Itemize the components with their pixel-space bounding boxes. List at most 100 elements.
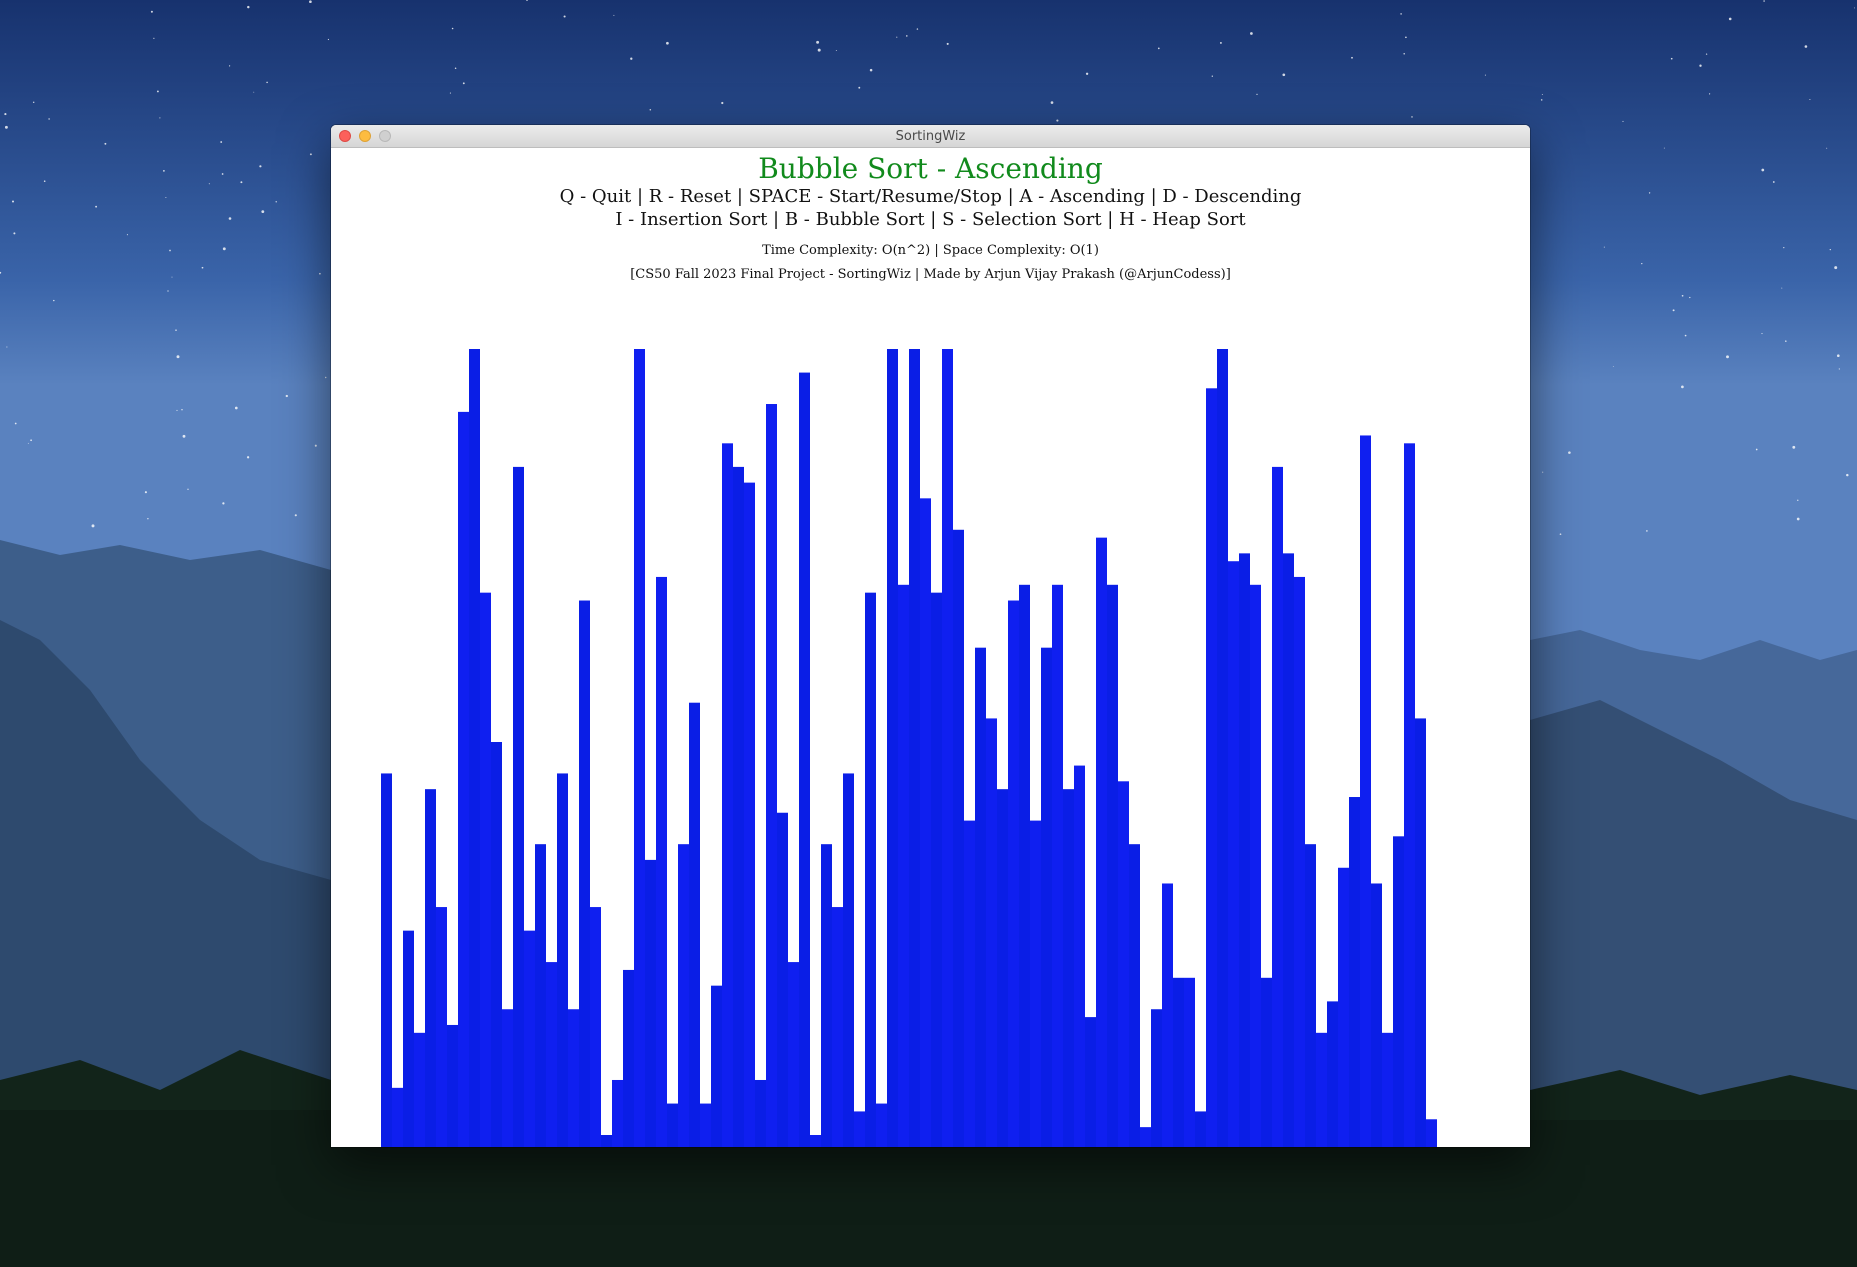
sorting-canvas[interactable]: Bubble Sort - Ascending Q - Quit | R - R… [331, 148, 1530, 1147]
array-bar [865, 592, 876, 1147]
star [208, 183, 210, 185]
array-bar [1360, 435, 1371, 1147]
array-bar [810, 1135, 821, 1147]
star [1826, 147, 1828, 149]
star [246, 456, 250, 459]
star [1540, 99, 1543, 101]
star [229, 65, 231, 67]
star [1709, 93, 1711, 95]
zoom-window-button[interactable] [379, 130, 391, 142]
array-bar [1096, 537, 1107, 1147]
star [126, 234, 128, 236]
star [220, 141, 223, 143]
star [1699, 64, 1702, 67]
array-bar [1382, 1032, 1393, 1147]
star [201, 266, 204, 269]
array-bar [1250, 584, 1261, 1147]
array-bar [403, 930, 414, 1147]
star [1761, 168, 1765, 172]
array-bar [557, 773, 568, 1147]
array-bar [1283, 553, 1294, 1147]
array-bar [1041, 647, 1052, 1147]
array-bar [546, 962, 557, 1147]
array-bar [1415, 718, 1426, 1147]
star [156, 90, 159, 93]
star [1781, 287, 1783, 289]
array-bar [1140, 1127, 1151, 1147]
star [869, 68, 873, 72]
star [1829, 248, 1831, 251]
array-bar [1294, 576, 1305, 1147]
array-bar [722, 443, 733, 1147]
array-bar [1327, 1001, 1338, 1147]
array-bar [711, 985, 722, 1147]
star [266, 81, 268, 84]
star [462, 82, 465, 85]
star [153, 37, 155, 39]
star [1400, 13, 1402, 15]
star [309, 153, 312, 156]
controls-help-line-2: I - Insertion Sort | B - Bubble Sort | S… [615, 209, 1246, 230]
array-bar [843, 773, 854, 1147]
star [721, 101, 724, 105]
array-bar [601, 1135, 612, 1147]
star [1484, 74, 1486, 76]
star [261, 210, 265, 214]
star [13, 232, 16, 235]
star [1351, 56, 1353, 59]
star [294, 514, 297, 517]
star [222, 247, 226, 251]
credit-line: [CS50 Fall 2023 Final Project - SortingW… [630, 267, 1231, 282]
star [14, 422, 17, 425]
star [1728, 17, 1732, 21]
star [896, 36, 898, 38]
array-bar [964, 820, 975, 1147]
array-bar [1261, 977, 1272, 1147]
array-bar [1030, 820, 1041, 1147]
app-window: SortingWiz Bubble Sort - Ascending Q - Q… [331, 125, 1530, 1147]
star [327, 38, 329, 41]
array-bar [1074, 765, 1085, 1147]
array-bar [755, 1079, 766, 1147]
star [6, 346, 8, 348]
star [1804, 45, 1808, 48]
star [11, 200, 15, 203]
star [165, 197, 167, 198]
star [1797, 499, 1799, 501]
star [222, 502, 225, 505]
star [906, 35, 908, 37]
array-bar [1008, 600, 1019, 1147]
star [1681, 385, 1684, 389]
star [1838, 368, 1840, 370]
star [43, 180, 46, 182]
star [1761, 333, 1763, 335]
array-bar [1272, 466, 1283, 1147]
star [1796, 517, 1800, 521]
star [1792, 445, 1796, 449]
star [630, 57, 633, 60]
star [32, 101, 35, 104]
controls-help-line-1: Q - Quit | R - Reset | SPACE - Start/Res… [559, 186, 1302, 207]
array-bar [1404, 443, 1415, 1147]
star [187, 488, 189, 490]
array-bar [1426, 1119, 1437, 1147]
array-bar [953, 529, 964, 1147]
array-bar [513, 466, 524, 1147]
window-titlebar[interactable]: SortingWiz [331, 125, 1530, 148]
close-window-button[interactable] [339, 130, 351, 142]
array-bar [491, 742, 502, 1147]
star [1050, 101, 1054, 104]
star [1612, 366, 1614, 367]
array-bar [414, 1032, 425, 1147]
star [1211, 75, 1213, 77]
star [4, 125, 8, 129]
array-bar [920, 498, 931, 1147]
array-bar [1217, 349, 1228, 1147]
array-bar [1107, 584, 1118, 1147]
minimize-window-button[interactable] [359, 130, 371, 142]
array-bar [1085, 1017, 1096, 1147]
star [1641, 262, 1643, 265]
array-bar [469, 349, 480, 1147]
array-bar [887, 349, 898, 1147]
